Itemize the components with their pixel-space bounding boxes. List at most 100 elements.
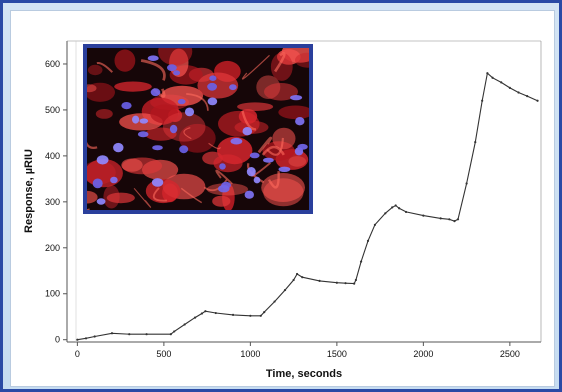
cell-process <box>186 93 209 111</box>
cell-process <box>87 141 98 149</box>
series-point <box>128 333 131 336</box>
series-point <box>318 279 321 282</box>
cell-process <box>96 61 114 73</box>
y-tick-label: 0 <box>55 335 60 345</box>
series-point <box>474 140 477 144</box>
nucleus <box>246 167 256 177</box>
y-tick-label: 200 <box>45 243 60 253</box>
nucleus <box>295 117 305 126</box>
x-tick-label: 1500 <box>327 349 347 359</box>
x-axis-title: Time, seconds <box>266 368 342 380</box>
nucleus <box>147 55 159 61</box>
series-point <box>295 272 299 276</box>
cell-body <box>145 127 177 141</box>
cell-body <box>197 72 239 99</box>
nucleus <box>290 95 303 101</box>
series-point <box>344 282 347 285</box>
series-point <box>456 218 460 221</box>
series-point <box>173 330 176 333</box>
inset-micrograph <box>83 44 313 214</box>
cell-body <box>278 105 309 120</box>
cell-process <box>152 187 167 202</box>
nucleus <box>139 118 149 124</box>
chart-svg: 0 500 1000 1500 2000 25000100200300400500600 … <box>23 40 542 380</box>
cell-process <box>133 187 152 208</box>
cell-process <box>261 145 285 156</box>
nucleus <box>207 82 217 91</box>
cell-body <box>87 190 98 204</box>
series-point <box>292 278 295 282</box>
nucleus <box>263 157 274 163</box>
y-tick-label: 600 <box>45 59 60 69</box>
nucleus <box>110 176 118 184</box>
axes <box>66 40 542 343</box>
series-point <box>200 312 204 315</box>
series-point <box>335 281 338 284</box>
series-point <box>353 282 356 285</box>
x-tick-label: 2000 <box>413 349 433 359</box>
series-point <box>448 218 451 221</box>
nuclei-cluster <box>92 55 308 205</box>
series-point <box>301 276 304 279</box>
x-tick-label: 500 <box>156 349 171 359</box>
cell-body <box>213 154 243 173</box>
series-point <box>439 217 442 220</box>
cell-body <box>237 102 274 111</box>
cell-process <box>257 136 273 154</box>
cell-process <box>266 137 284 156</box>
series-point <box>249 314 252 317</box>
series-point <box>84 337 88 340</box>
cell-body <box>95 109 113 119</box>
nucleus <box>137 131 149 138</box>
series-point <box>204 310 207 313</box>
y-tick-label: 400 <box>45 151 60 161</box>
cell-body <box>264 83 298 101</box>
nucleus <box>242 127 253 136</box>
nucleus <box>253 176 261 184</box>
series-point <box>517 91 520 94</box>
series-point <box>500 81 503 84</box>
series-point <box>391 206 394 209</box>
nucleus <box>132 115 140 124</box>
nucleus <box>209 75 217 81</box>
nucleus <box>278 166 291 172</box>
series-point <box>273 300 276 303</box>
nucleus <box>244 190 254 199</box>
cell-body <box>87 84 97 93</box>
cell-process <box>183 127 192 140</box>
cell-body <box>179 123 216 153</box>
series-point <box>76 338 79 341</box>
nucleus <box>169 124 178 134</box>
series-point <box>394 204 397 207</box>
x-tick-label: 0 <box>75 349 80 359</box>
y-tick-label: 300 <box>45 197 60 207</box>
series-point <box>145 333 148 336</box>
series-point <box>259 314 262 317</box>
nucleus <box>207 97 218 106</box>
nucleus <box>179 145 189 154</box>
cell-body <box>270 52 293 81</box>
cell-body <box>212 195 231 207</box>
series-point <box>453 220 456 223</box>
nucleus <box>167 64 177 72</box>
y-axis-title: Response, µRIU <box>23 149 35 233</box>
cell-process <box>180 187 203 204</box>
cell-body <box>121 158 143 172</box>
ticks: 0 500 1000 1500 2000 2500 0 100 200 300 400 500 600 <box>45 59 520 359</box>
nucleus <box>96 155 109 165</box>
series-point <box>373 223 377 226</box>
series-point <box>214 311 217 315</box>
nucleus <box>230 137 243 145</box>
cell-process <box>274 52 286 73</box>
series-point <box>536 99 539 102</box>
cell-process <box>87 208 90 210</box>
cell-process <box>241 110 257 131</box>
cell-body <box>87 64 103 76</box>
y-tick-label: 500 <box>45 105 60 115</box>
series-point <box>354 278 357 282</box>
nucleus <box>229 84 237 91</box>
series-point <box>422 214 425 217</box>
series-point <box>110 332 114 335</box>
series-point <box>283 288 287 292</box>
